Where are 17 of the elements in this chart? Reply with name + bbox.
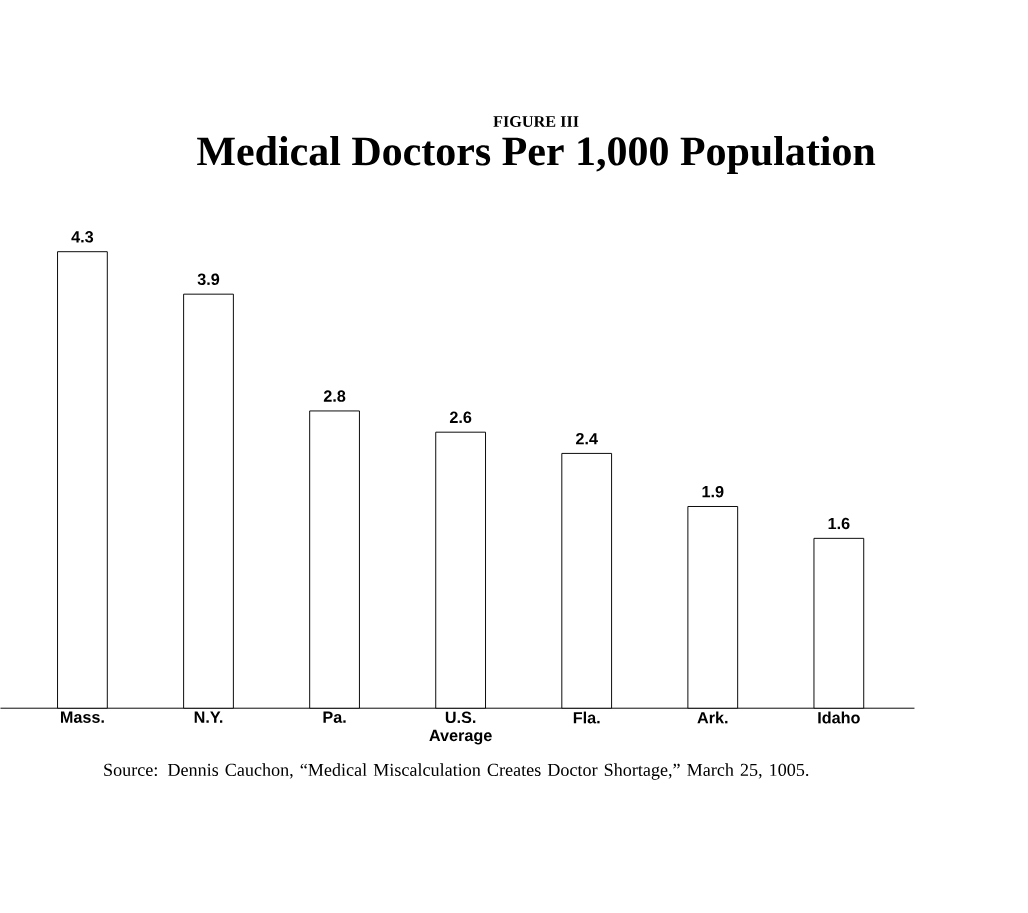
x-tick-label: Pa.	[323, 711, 346, 723]
data-label: 2.8	[323, 390, 346, 402]
data-label: 1.9	[702, 485, 724, 498]
data-label: 3.9	[197, 273, 220, 286]
data-label: 2.6	[449, 411, 472, 424]
source-note: Source: Dennis Cauchon, “Medical Miscalculation Creates Doctor Shortage,” March 25, 1005.	[104, 763, 809, 780]
chart-title: FIGURE III	[493, 116, 579, 127]
x-tick-label: Fla.	[573, 711, 600, 724]
data-label: 4.3	[71, 231, 94, 243]
x-tick-label: N.Y.	[194, 711, 223, 723]
data-label: 1.6	[828, 517, 850, 530]
chart-subtitle: Medical Doctors Per 1,000 Population	[197, 136, 876, 175]
x-tick-label: Idaho	[818, 711, 860, 724]
data-label: 2.4	[576, 432, 598, 445]
x-tick-label: U.S. Average	[429, 711, 492, 745]
x-tick-label: Ark.	[697, 711, 728, 724]
x-tick-label: Mass.	[60, 711, 104, 723]
